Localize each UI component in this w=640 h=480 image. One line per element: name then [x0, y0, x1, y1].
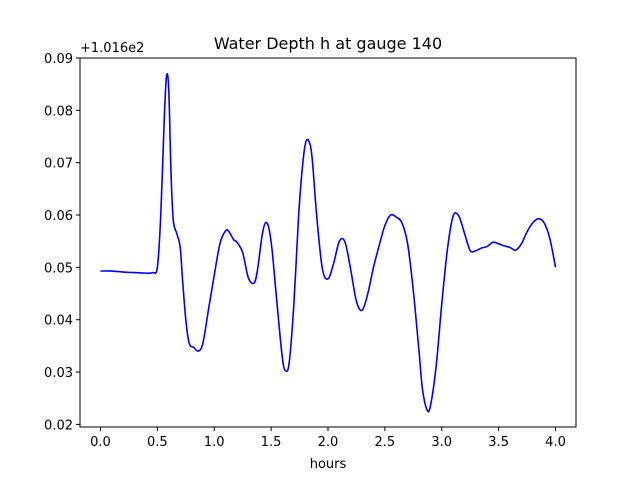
x-tick-label: 2.0: [318, 435, 339, 450]
x-axis: 0.0 0.5 1.0 1.5 2.0 2.5 3.0 3.5 4.0: [90, 427, 566, 450]
series-line-water-depth: [100, 73, 557, 413]
x-tick-label: 1.0: [204, 435, 225, 450]
y-tick-label: 0.09: [44, 52, 73, 67]
x-tick-label: 3.5: [488, 435, 509, 450]
x-tick-label: 0.5: [147, 435, 168, 450]
x-tick-label: 1.5: [261, 435, 282, 450]
y-tick-label: 0.03: [44, 366, 73, 381]
y-axis: 0.02 0.03 0.04 0.05 0.06 0.07 0.08 0.09: [44, 52, 80, 433]
y-tick-label: 0.08: [44, 104, 73, 119]
y-offset-label: +1.016e2: [80, 41, 144, 56]
y-tick-label: 0.07: [44, 157, 73, 172]
y-tick-label: 0.06: [44, 209, 73, 224]
x-tick-label: 4.0: [545, 435, 566, 450]
chart-title: Water Depth h at gauge 140: [214, 34, 442, 53]
x-axis-label: hours: [310, 457, 347, 472]
x-tick-label: 3.0: [431, 435, 452, 450]
y-tick-label: 0.05: [44, 261, 73, 276]
y-tick-label: 0.02: [44, 418, 73, 433]
y-tick-label: 0.04: [44, 314, 73, 329]
x-tick-label: 2.5: [375, 435, 396, 450]
plot-area-frame: [79, 57, 577, 428]
x-tick-label: 0.0: [90, 435, 111, 450]
